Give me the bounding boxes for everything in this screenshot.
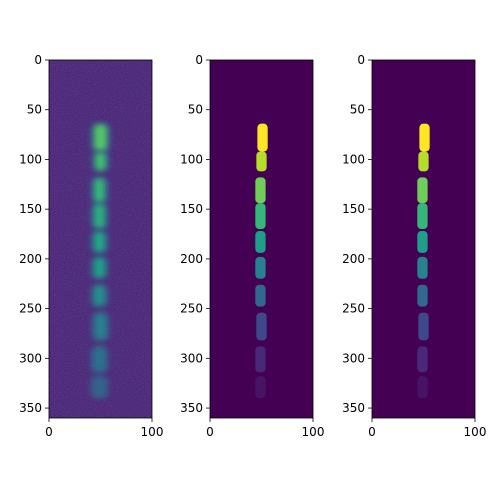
intensity-segment — [94, 285, 105, 306]
y-tick-label: 250 — [342, 302, 365, 316]
y-tick-label: 150 — [19, 202, 42, 216]
label-segment — [417, 177, 428, 204]
intensity-segment — [94, 178, 105, 203]
intensity-segment — [94, 204, 105, 229]
y-tick-label: 200 — [342, 252, 365, 266]
y-tick-label: 250 — [180, 302, 203, 316]
label-segment — [417, 376, 428, 399]
y-tick-label: 0 — [34, 53, 42, 67]
x-tick-label: 0 — [45, 425, 53, 439]
label-segment — [417, 256, 428, 279]
y-tick-label: 350 — [180, 401, 203, 415]
label-segment — [255, 284, 266, 307]
y-tick-label: 0 — [195, 53, 203, 67]
label-segment — [255, 376, 266, 399]
intensity-segment — [95, 313, 106, 340]
y-tick-label: 300 — [342, 351, 365, 365]
x-tick-label: 0 — [206, 425, 214, 439]
label-segment — [417, 231, 428, 253]
y-tick-label: 300 — [19, 351, 42, 365]
intensity-segment — [94, 232, 105, 252]
label-segment — [255, 203, 266, 230]
intensity-segment — [94, 124, 107, 151]
y-tick-label: 200 — [180, 252, 203, 266]
y-tick-label: 100 — [342, 152, 365, 166]
y-tick-label: 100 — [180, 152, 203, 166]
x-tick-label: 100 — [302, 425, 325, 439]
y-tick-label: 300 — [180, 351, 203, 365]
y-tick-label: 350 — [342, 401, 365, 415]
x-tick-label: 100 — [464, 425, 487, 439]
axes-frame — [209, 59, 314, 419]
y-tick-label: 200 — [19, 252, 42, 266]
intensity-segment — [95, 152, 106, 171]
label-segment — [417, 284, 428, 307]
y-tick-label: 150 — [180, 202, 203, 216]
x-tick-label: 0 — [368, 425, 376, 439]
intensity-segment — [94, 377, 105, 398]
label-segment — [418, 312, 429, 341]
label-segment — [255, 177, 266, 204]
label-segment — [417, 346, 428, 373]
axes-frame — [48, 59, 153, 419]
label-segment — [257, 123, 268, 152]
label-segment — [256, 151, 267, 172]
x-tick-label: 100 — [141, 425, 164, 439]
label-segment — [256, 312, 267, 341]
y-tick-label: 50 — [188, 103, 203, 117]
y-tick-label: 350 — [19, 401, 42, 415]
label-segment — [418, 151, 429, 172]
y-tick-label: 100 — [19, 152, 42, 166]
intensity-segment — [94, 347, 105, 372]
label-segment — [419, 123, 430, 152]
intensity-segment — [94, 257, 105, 278]
axes-frame — [371, 59, 476, 419]
label-segment — [417, 203, 428, 230]
label-segment — [255, 256, 266, 279]
y-tick-label: 50 — [350, 103, 365, 117]
label-segment — [255, 346, 266, 373]
y-tick-label: 250 — [19, 302, 42, 316]
y-tick-label: 0 — [357, 53, 365, 67]
y-tick-label: 50 — [27, 103, 42, 117]
label-segment — [255, 231, 266, 253]
y-tick-label: 150 — [342, 202, 365, 216]
